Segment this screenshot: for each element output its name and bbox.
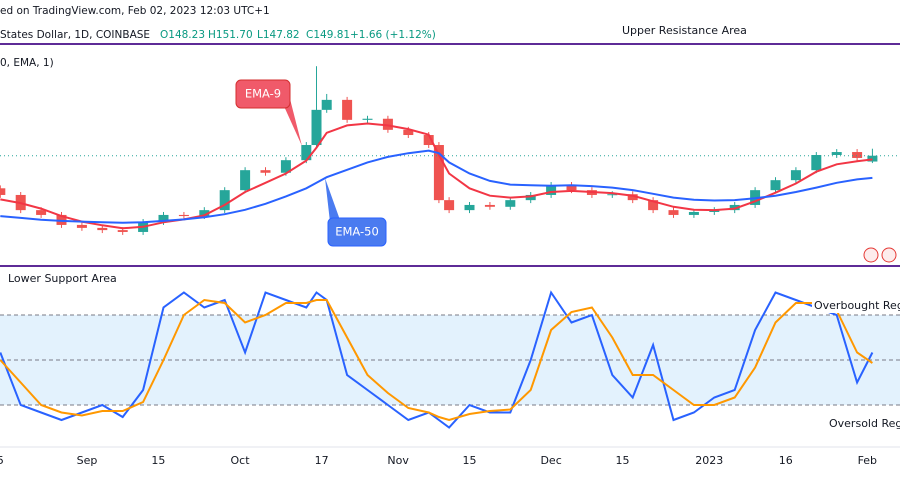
high-text: H151.70 [208,29,253,41]
candle-body [178,214,189,217]
candle-body [433,145,444,201]
candle-body [484,204,495,207]
indicator-line [0,290,874,429]
ema9-callout [235,79,291,109]
candle-body [464,204,475,211]
candle-body [76,224,87,228]
candle-body [770,180,781,191]
x-tick-label: 15 [151,454,165,467]
candle-body [505,200,516,207]
flag-icon [863,247,879,263]
label-bg [827,415,900,431]
candle-body [852,152,863,158]
label-bg [812,297,900,313]
candle-body [648,200,659,211]
close-text: C149.81 [306,29,350,41]
candle-body [867,155,878,162]
candle-body [36,210,47,215]
ema9-label: EMA-9 [245,87,281,101]
low-text: L147.82 [257,29,300,41]
overbought-annotation: Overbought Regi [814,299,900,312]
oversold-annotation: Oversold Regi [829,417,900,430]
change-text: +1.66 (+1.12%) [350,29,436,41]
candle-body [301,145,312,161]
upper-annotation: Upper Resistance Area [622,24,747,37]
candle-body [668,210,679,215]
candle-body [321,99,332,110]
x-tick-label: Dec [540,454,561,467]
candle-body [240,170,251,191]
candle-body [158,214,169,222]
candle-body [362,118,373,120]
flag-icon [881,247,897,263]
x-tick-label: 5 [0,454,4,467]
x-tick-label: 15 [463,454,477,467]
candle-body [444,200,455,211]
callout-pointer [325,178,340,222]
plot-layer [0,66,900,429]
candle-body [219,190,230,211]
ema50-callout [327,217,387,247]
candle-body [627,194,638,201]
candle-body [790,170,801,181]
x-tick-label: Feb [858,454,877,467]
indicator-line [0,149,873,224]
candle-body [811,155,822,171]
open-text: O148.23 [160,29,205,41]
symbol-text: States Dollar, 1D, COINBASE [0,29,150,41]
x-tick-label: 2023 [695,454,723,467]
candle-body [117,230,128,232]
x-tick-label: 16 [779,454,793,467]
candle-body [199,210,210,217]
candle-body [566,184,577,191]
x-tick-label: 17 [315,454,329,467]
source-text: ed on TradingView.com, Feb 02, 2023 12:0… [0,5,270,17]
lower-annotation: Lower Support Area [8,272,117,285]
x-tick-label: Nov [387,454,409,467]
candle-body [525,194,536,201]
candle-body [546,184,557,195]
candle-body [688,211,699,215]
candle-body [831,152,842,155]
x-tick-label: Oct [230,454,250,467]
indicator-line [0,122,873,230]
candle-body [382,118,393,130]
candle-body [260,170,271,173]
indicator-text: 0, EMA, 1) [0,57,54,69]
candle-body [97,227,108,231]
x-tick-label: 15 [616,454,630,467]
candle-body [311,109,322,146]
x-tick-label: Sep [77,454,98,467]
candle-body [342,99,353,120]
candle-body [403,129,414,136]
ema50-label: EMA-50 [335,225,379,239]
indicator-line [0,298,873,422]
candle-body [423,135,434,146]
candle-body [0,188,6,195]
candle-body [607,194,618,196]
candle-body [280,160,291,173]
